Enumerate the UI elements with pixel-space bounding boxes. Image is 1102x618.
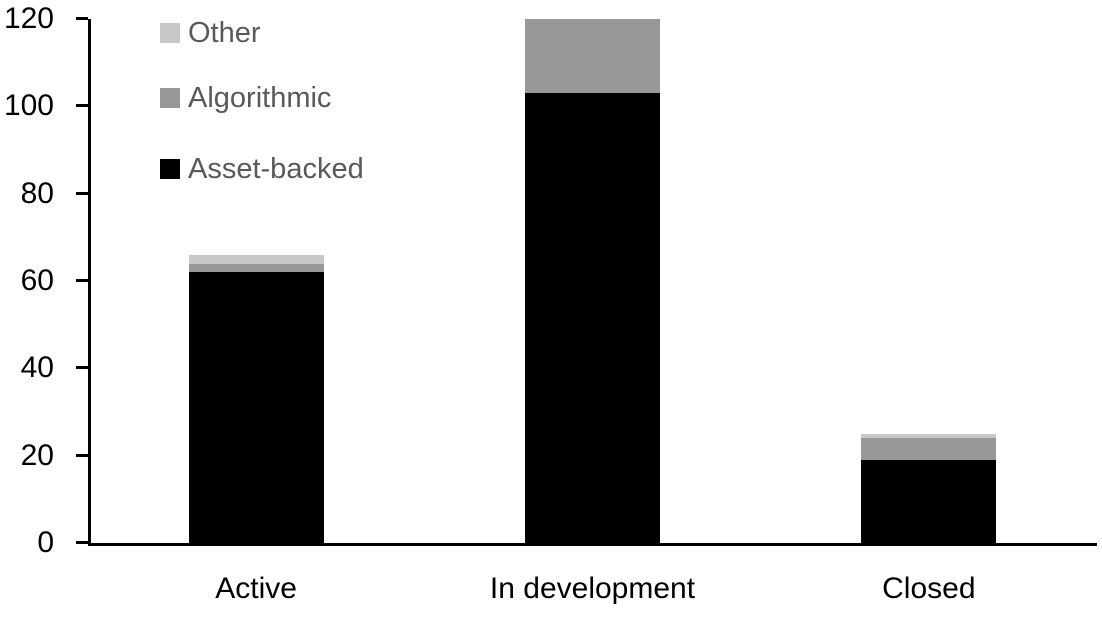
y-axis-tick-label: 80 <box>20 176 54 210</box>
bar-segment-asset-backed <box>861 460 997 543</box>
legend-item: Asset-backed <box>0 0 364 184</box>
bar-segment-other <box>861 433 997 439</box>
legend-swatch-algorithmic-icon <box>160 88 180 108</box>
y-axis-tick <box>76 104 88 108</box>
y-axis-tick-label: 40 <box>20 351 54 385</box>
x-axis-category-label: In development <box>489 572 696 605</box>
y-axis-tick <box>76 191 88 195</box>
y-axis-tick <box>76 541 88 544</box>
y-axis-tick-label: 120 <box>3 2 54 35</box>
legend-swatch-asset-backed-icon <box>160 159 180 179</box>
bar-segment-other <box>188 254 324 264</box>
bar-segment-asset-backed <box>188 272 324 543</box>
y-axis-tick-label: 60 <box>20 264 54 297</box>
legend-label: Asset-backed <box>188 153 364 185</box>
plot-area <box>88 19 1097 546</box>
bar-segment-algorithmic <box>188 263 324 273</box>
bar-segment-algorithmic <box>861 438 997 461</box>
legend-item: Algorithmic <box>0 0 331 113</box>
y-axis-tick <box>76 17 88 20</box>
y-axis-tick <box>76 366 88 370</box>
y-axis-tick-label: 20 <box>20 438 54 472</box>
legend-item: Other <box>0 0 261 48</box>
x-axis-category-label: Closed <box>882 572 976 605</box>
bar-segment-asset-backed <box>525 93 660 543</box>
legend-label: Algorithmic <box>188 82 332 114</box>
legend-label: Other <box>188 17 261 49</box>
legend-swatch-other-icon <box>160 23 180 43</box>
x-axis-category-label: Active <box>215 572 297 605</box>
y-axis-tick <box>76 453 88 457</box>
y-axis-tick-label: 0 <box>37 526 54 559</box>
y-axis-tick <box>76 279 88 282</box>
bar-segment-algorithmic <box>525 19 660 94</box>
y-axis-tick-label: 100 <box>3 89 54 123</box>
